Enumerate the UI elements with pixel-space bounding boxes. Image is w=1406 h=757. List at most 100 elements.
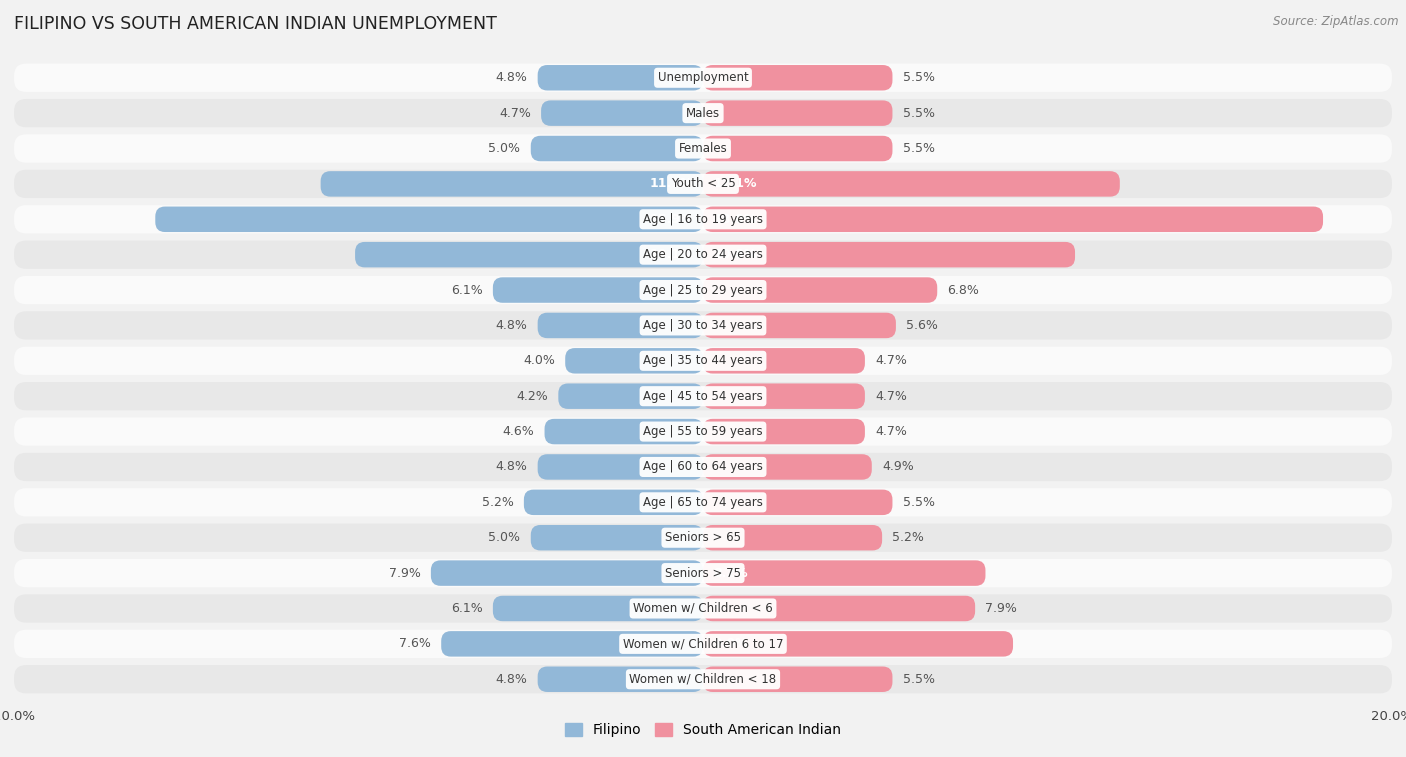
Text: Age | 55 to 59 years: Age | 55 to 59 years bbox=[643, 425, 763, 438]
Text: Source: ZipAtlas.com: Source: ZipAtlas.com bbox=[1274, 15, 1399, 28]
Text: 4.9%: 4.9% bbox=[882, 460, 914, 473]
FancyBboxPatch shape bbox=[703, 631, 1012, 656]
Text: Women w/ Children < 6: Women w/ Children < 6 bbox=[633, 602, 773, 615]
FancyBboxPatch shape bbox=[703, 560, 986, 586]
FancyBboxPatch shape bbox=[14, 311, 1392, 340]
Text: Seniors > 75: Seniors > 75 bbox=[665, 566, 741, 580]
Text: 4.8%: 4.8% bbox=[495, 673, 527, 686]
FancyBboxPatch shape bbox=[356, 242, 703, 267]
Text: Age | 45 to 54 years: Age | 45 to 54 years bbox=[643, 390, 763, 403]
Text: Women w/ Children 6 to 17: Women w/ Children 6 to 17 bbox=[623, 637, 783, 650]
Text: Age | 30 to 34 years: Age | 30 to 34 years bbox=[643, 319, 763, 332]
Text: 5.6%: 5.6% bbox=[907, 319, 938, 332]
FancyBboxPatch shape bbox=[14, 241, 1392, 269]
Legend: Filipino, South American Indian: Filipino, South American Indian bbox=[560, 718, 846, 743]
FancyBboxPatch shape bbox=[537, 65, 703, 91]
Text: 7.6%: 7.6% bbox=[399, 637, 430, 650]
FancyBboxPatch shape bbox=[531, 525, 703, 550]
Text: 5.5%: 5.5% bbox=[903, 107, 935, 120]
FancyBboxPatch shape bbox=[494, 596, 703, 621]
FancyBboxPatch shape bbox=[14, 276, 1392, 304]
FancyBboxPatch shape bbox=[14, 205, 1392, 233]
Text: 5.0%: 5.0% bbox=[488, 142, 520, 155]
FancyBboxPatch shape bbox=[494, 277, 703, 303]
Text: Women w/ Children < 18: Women w/ Children < 18 bbox=[630, 673, 776, 686]
Text: 15.9%: 15.9% bbox=[650, 213, 693, 226]
Text: Age | 60 to 64 years: Age | 60 to 64 years bbox=[643, 460, 763, 473]
FancyBboxPatch shape bbox=[703, 277, 938, 303]
FancyBboxPatch shape bbox=[430, 560, 703, 586]
FancyBboxPatch shape bbox=[537, 454, 703, 480]
FancyBboxPatch shape bbox=[703, 419, 865, 444]
Text: 4.6%: 4.6% bbox=[502, 425, 534, 438]
Text: Females: Females bbox=[679, 142, 727, 155]
FancyBboxPatch shape bbox=[703, 65, 893, 91]
FancyBboxPatch shape bbox=[14, 524, 1392, 552]
FancyBboxPatch shape bbox=[703, 207, 1323, 232]
FancyBboxPatch shape bbox=[565, 348, 703, 373]
FancyBboxPatch shape bbox=[703, 596, 976, 621]
Text: FILIPINO VS SOUTH AMERICAN INDIAN UNEMPLOYMENT: FILIPINO VS SOUTH AMERICAN INDIAN UNEMPL… bbox=[14, 15, 496, 33]
FancyBboxPatch shape bbox=[14, 382, 1392, 410]
FancyBboxPatch shape bbox=[558, 384, 703, 409]
FancyBboxPatch shape bbox=[703, 136, 893, 161]
Text: 7.9%: 7.9% bbox=[388, 566, 420, 580]
FancyBboxPatch shape bbox=[703, 313, 896, 338]
Text: 4.7%: 4.7% bbox=[499, 107, 531, 120]
FancyBboxPatch shape bbox=[524, 490, 703, 515]
FancyBboxPatch shape bbox=[14, 64, 1392, 92]
FancyBboxPatch shape bbox=[14, 559, 1392, 587]
Text: Age | 16 to 19 years: Age | 16 to 19 years bbox=[643, 213, 763, 226]
FancyBboxPatch shape bbox=[441, 631, 703, 656]
FancyBboxPatch shape bbox=[14, 594, 1392, 622]
Text: 10.1%: 10.1% bbox=[650, 248, 693, 261]
Text: 5.0%: 5.0% bbox=[488, 531, 520, 544]
FancyBboxPatch shape bbox=[541, 101, 703, 126]
FancyBboxPatch shape bbox=[155, 207, 703, 232]
FancyBboxPatch shape bbox=[321, 171, 703, 197]
FancyBboxPatch shape bbox=[703, 348, 865, 373]
Text: Males: Males bbox=[686, 107, 720, 120]
Text: 9.0%: 9.0% bbox=[713, 637, 748, 650]
Text: 4.7%: 4.7% bbox=[875, 425, 907, 438]
Text: 4.7%: 4.7% bbox=[875, 354, 907, 367]
FancyBboxPatch shape bbox=[537, 313, 703, 338]
Text: Unemployment: Unemployment bbox=[658, 71, 748, 84]
Text: 10.8%: 10.8% bbox=[713, 248, 756, 261]
FancyBboxPatch shape bbox=[703, 490, 893, 515]
FancyBboxPatch shape bbox=[14, 488, 1392, 516]
Text: 4.2%: 4.2% bbox=[516, 390, 548, 403]
Text: 4.8%: 4.8% bbox=[495, 460, 527, 473]
Text: 8.2%: 8.2% bbox=[713, 566, 748, 580]
Text: 11.1%: 11.1% bbox=[650, 177, 693, 191]
Text: Seniors > 65: Seniors > 65 bbox=[665, 531, 741, 544]
FancyBboxPatch shape bbox=[703, 666, 893, 692]
Text: 4.7%: 4.7% bbox=[875, 390, 907, 403]
FancyBboxPatch shape bbox=[14, 453, 1392, 481]
Text: 18.0%: 18.0% bbox=[713, 213, 756, 226]
Text: Age | 65 to 74 years: Age | 65 to 74 years bbox=[643, 496, 763, 509]
FancyBboxPatch shape bbox=[703, 525, 882, 550]
Text: Age | 20 to 24 years: Age | 20 to 24 years bbox=[643, 248, 763, 261]
Text: Age | 35 to 44 years: Age | 35 to 44 years bbox=[643, 354, 763, 367]
FancyBboxPatch shape bbox=[14, 417, 1392, 446]
Text: 6.8%: 6.8% bbox=[948, 284, 980, 297]
Text: 6.1%: 6.1% bbox=[451, 284, 482, 297]
FancyBboxPatch shape bbox=[531, 136, 703, 161]
FancyBboxPatch shape bbox=[14, 347, 1392, 375]
Text: 4.8%: 4.8% bbox=[495, 319, 527, 332]
Text: 6.1%: 6.1% bbox=[451, 602, 482, 615]
FancyBboxPatch shape bbox=[703, 242, 1076, 267]
FancyBboxPatch shape bbox=[703, 454, 872, 480]
Text: 5.2%: 5.2% bbox=[482, 496, 513, 509]
Text: 5.5%: 5.5% bbox=[903, 71, 935, 84]
FancyBboxPatch shape bbox=[703, 101, 893, 126]
Text: 12.1%: 12.1% bbox=[713, 177, 756, 191]
FancyBboxPatch shape bbox=[703, 171, 1119, 197]
FancyBboxPatch shape bbox=[14, 99, 1392, 127]
Text: 5.5%: 5.5% bbox=[903, 673, 935, 686]
FancyBboxPatch shape bbox=[14, 630, 1392, 658]
Text: 4.8%: 4.8% bbox=[495, 71, 527, 84]
Text: 5.5%: 5.5% bbox=[903, 142, 935, 155]
Text: 5.5%: 5.5% bbox=[903, 496, 935, 509]
